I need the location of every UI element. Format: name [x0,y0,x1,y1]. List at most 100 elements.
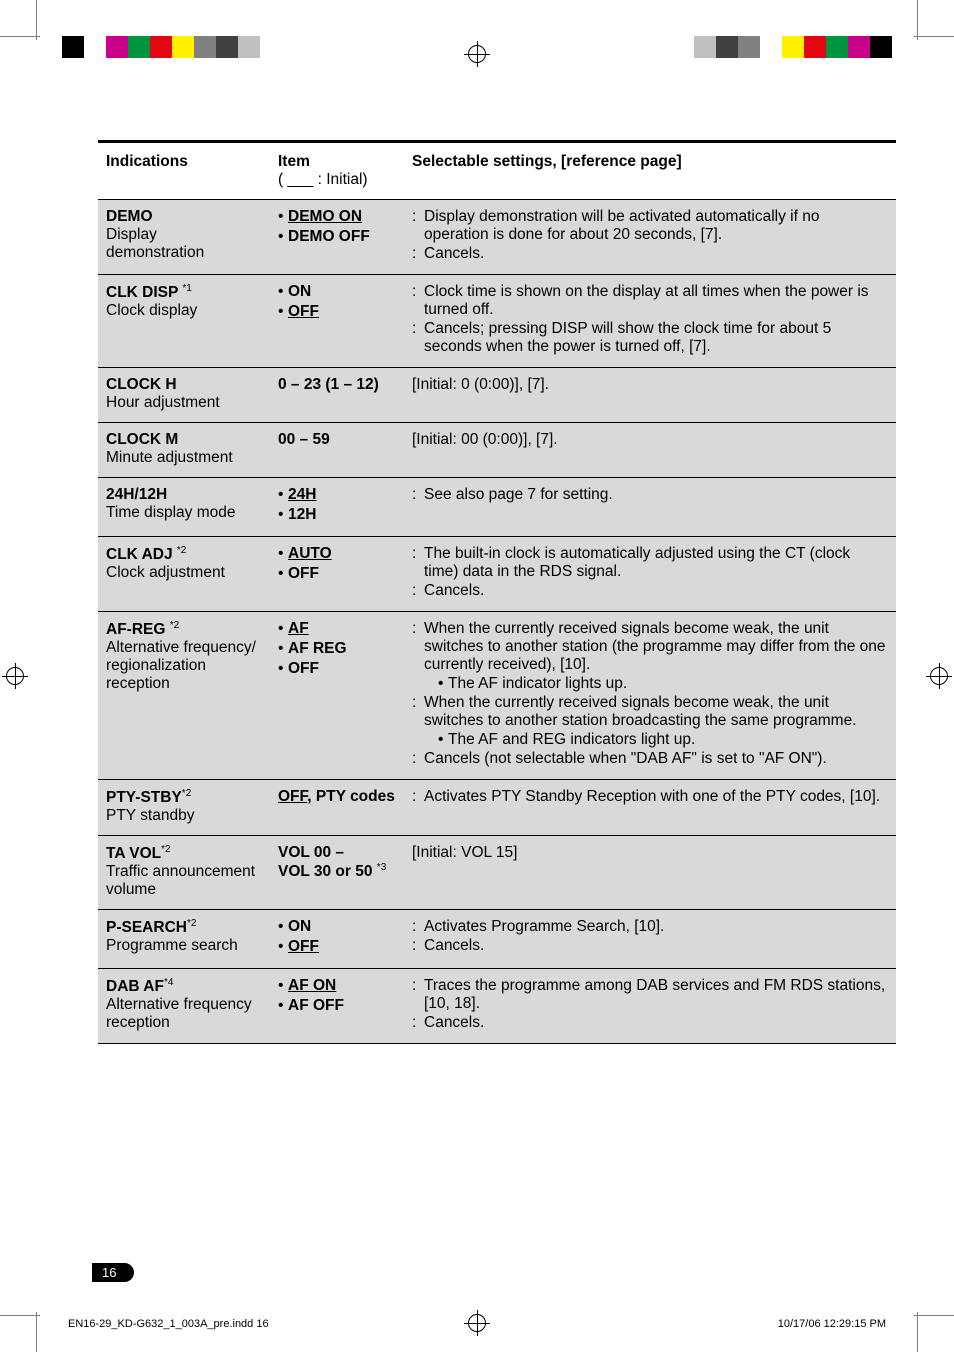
item-option: DEMO OFF [278,228,396,246]
cell-indication: PTY-STBY*2PTY standby [98,780,270,836]
color-swatch [782,36,804,58]
crop-mark [36,1312,37,1352]
crop-mark [914,1315,954,1316]
color-swatch [84,36,106,58]
th-indications: Indications [98,142,270,200]
cell-settings: :Activates Programme Search, [10].:Cance… [404,910,896,969]
color-swatch [216,36,238,58]
cell-item: AF AF REG OFF [270,612,404,780]
cell-settings: :The built-in clock is automatically adj… [404,537,896,612]
cell-settings: [Initial: 0 (0:00)], [7]. [404,368,896,423]
table-row: AF-REG *2Alternative frequency/regionali… [98,612,896,780]
cell-item: AF ON AF OFF [270,969,404,1044]
table-row: DAB AF*4Alternative frequencyreceptionAF… [98,969,896,1044]
cell-indication: DEMODisplaydemonstration [98,200,270,275]
cell-item: 00 – 59 [270,423,404,478]
page-content: Indications Item ( ___ : Initial) Select… [98,140,896,1044]
footer-timestamp: 10/17/06 12:29:15 PM [778,1318,886,1330]
cell-settings: :When the currently received signals bec… [404,612,896,780]
cell-settings: :See also page 7 for setting. [404,478,896,537]
cell-item: 0 – 23 (1 – 12) [270,368,404,423]
item-option: ON [278,283,396,301]
color-swatch [172,36,194,58]
crop-mark [914,36,954,37]
item-option: OFF [278,565,396,583]
cell-indication: AF-REG *2Alternative frequency/regionali… [98,612,270,780]
item-option: AF ON [278,977,396,995]
item-option: 12H [278,506,396,524]
registration-target-icon [6,667,24,685]
item-option: OFF [278,660,396,678]
item-option: DEMO ON [278,208,396,226]
table-row: TA VOL*2Traffic announcementvolumeVOL 00… [98,836,896,910]
table-row: DEMODisplaydemonstration DEMO ON DEMO OFF:… [98,200,896,275]
reference-table: Indications Item ( ___ : Initial) Select… [98,140,896,1044]
cell-item: 24H12H [270,478,404,537]
color-swatch [62,36,84,58]
table-row: CLK DISP *1Clock display ON OFF :Clock time… [98,275,896,368]
cell-settings: :Activates PTY Standby Reception with on… [404,780,896,836]
colorbar-left [62,36,260,58]
item-option: OFF [278,303,396,321]
crop-mark [0,1315,40,1316]
footer-filename: EN16-29_KD-G632_1_003A_pre.indd 16 [68,1318,269,1330]
crop-mark [0,36,40,37]
cell-settings: :Traces the programme among DAB services… [404,969,896,1044]
color-swatch [150,36,172,58]
cell-item: ON OFF [270,275,404,368]
cell-indication: TA VOL*2Traffic announcementvolume [98,836,270,910]
registration-target-icon [468,45,486,63]
table-row: CLK ADJ *2Clock adjustment AUTO OFF :The bu… [98,537,896,612]
item-option: AF OFF [278,997,396,1015]
cell-indication: CLK DISP *1Clock display [98,275,270,368]
color-swatch [716,36,738,58]
cell-indication: CLK ADJ *2Clock adjustment [98,537,270,612]
prepress-footer: EN16-29_KD-G632_1_003A_pre.indd 16 10/17… [68,1318,886,1330]
color-swatch [106,36,128,58]
color-swatch [760,36,782,58]
cell-settings: [Initial: 00 (0:00)], [7]. [404,423,896,478]
color-swatch [738,36,760,58]
item-option: OFF [278,938,396,956]
cell-item: AUTO OFF [270,537,404,612]
th-item: Item ( ___ : Initial) [270,142,404,200]
color-swatch [238,36,260,58]
cell-settings: :Clock time is shown on the display at a… [404,275,896,368]
colorbar-right [694,36,892,58]
table-row: 24H/12HTime display mode24H12H:See also … [98,478,896,537]
crop-mark [36,0,37,40]
item-option: AF REG [278,640,396,658]
page-number: 16 [92,1263,134,1282]
th-item-line2: ( ___ : Initial) [278,171,368,188]
color-swatch [870,36,892,58]
registration-target-icon [930,667,948,685]
cell-indication: CLOCK HHour adjustment [98,368,270,423]
table-row: CLOCK MMinute adjustment00 – 59[Initial:… [98,423,896,478]
item-option: ON [278,918,396,936]
table-row: P-SEARCH*2Programme search ON OFF :Activate… [98,910,896,969]
item-option: AF [278,620,396,638]
item-option: AUTO [278,545,396,563]
cell-indication: CLOCK MMinute adjustment [98,423,270,478]
cell-settings: :Display demonstration will be activated… [404,200,896,275]
table-row: PTY-STBY*2PTY standbyOFF, PTY codes:Acti… [98,780,896,836]
cell-indication: 24H/12HTime display mode [98,478,270,537]
th-item-line1: Item [278,153,310,170]
crop-mark [917,1312,918,1352]
color-swatch [128,36,150,58]
cell-settings: [Initial: VOL 15] [404,836,896,910]
color-swatch [848,36,870,58]
color-swatch [826,36,848,58]
table-row: CLOCK HHour adjustment0 – 23 (1 – 12)[In… [98,368,896,423]
cell-item: DEMO ON DEMO OFF [270,200,404,275]
cell-indication: DAB AF*4Alternative frequencyreception [98,969,270,1044]
th-settings: Selectable settings, [reference page] [404,142,896,200]
crop-mark [917,0,918,40]
item-option: 24H [278,486,396,504]
color-swatch [804,36,826,58]
cell-item: VOL 00 –VOL 30 or 50 *3 [270,836,404,910]
color-swatch [694,36,716,58]
cell-item: OFF, PTY codes [270,780,404,836]
cell-item: ON OFF [270,910,404,969]
cell-indication: P-SEARCH*2Programme search [98,910,270,969]
